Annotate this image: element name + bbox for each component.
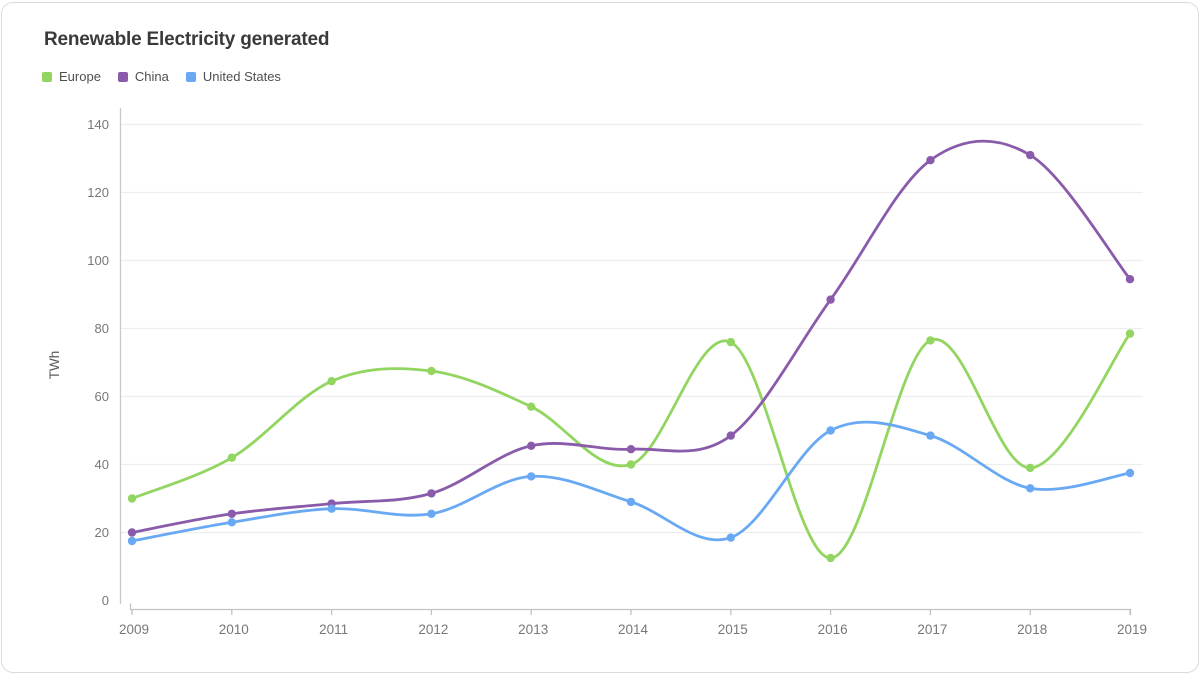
data-point-china-2009[interactable] bbox=[127, 528, 137, 537]
legend-swatch-icon bbox=[185, 71, 196, 82]
x-tick-label-2011: 2011 bbox=[319, 622, 348, 637]
data-point-china-2017[interactable] bbox=[926, 156, 935, 165]
data-point-united-states-2013[interactable] bbox=[527, 472, 536, 481]
x-tick-label-2019: 2019 bbox=[1117, 622, 1147, 637]
data-point-united-states-2016[interactable] bbox=[826, 426, 835, 435]
series-line-china bbox=[130, 139, 1132, 534]
legend-item-united-states[interactable]: United States bbox=[185, 69, 281, 84]
y-axis-title: TWh bbox=[47, 351, 62, 380]
x-tick-label-2015: 2015 bbox=[718, 622, 748, 637]
x-tick-label-2016: 2016 bbox=[818, 622, 848, 637]
chart-legend: Europe China United States bbox=[42, 69, 281, 84]
legend-swatch-icon bbox=[42, 71, 52, 82]
series-line-united-states bbox=[130, 420, 1132, 543]
legend-item-china[interactable]: China bbox=[117, 69, 169, 84]
y-tick-label-140: 140 bbox=[87, 117, 109, 132]
data-point-united-states-2009[interactable] bbox=[127, 536, 137, 546]
data-point-europe-2017[interactable] bbox=[926, 336, 935, 345]
data-point-europe-2009[interactable] bbox=[127, 494, 137, 503]
x-tick-label-2017: 2017 bbox=[917, 622, 947, 637]
data-point-united-states-2012[interactable] bbox=[427, 509, 436, 518]
data-point-united-states-2010[interactable] bbox=[227, 518, 236, 527]
y-tick-label-120: 120 bbox=[87, 185, 109, 200]
x-tick-label-2009: 2009 bbox=[119, 622, 149, 637]
data-point-united-states-2015[interactable] bbox=[726, 533, 735, 542]
data-point-china-2016[interactable] bbox=[826, 295, 835, 304]
data-point-china-2012[interactable] bbox=[427, 489, 436, 498]
legend-item-label: Europe bbox=[59, 69, 101, 84]
y-tick-label-60: 60 bbox=[95, 389, 109, 404]
legend-item-label: China bbox=[134, 69, 169, 84]
y-tick-label-40: 40 bbox=[95, 457, 109, 472]
data-point-china-2015[interactable] bbox=[726, 431, 735, 440]
chart-plot-area[interactable]: 0 20 40 60 80 100 120 140 TWh 2009 2010 2011 2012 201… bbox=[2, 3, 1199, 673]
x-tick-label-2012: 2012 bbox=[418, 622, 448, 637]
legend-item-europe[interactable]: Europe bbox=[42, 69, 101, 84]
x-tick-label-2018: 2018 bbox=[1017, 622, 1047, 637]
legend-item-label: United States bbox=[202, 69, 281, 84]
chart-title: Renewable Electricity generated bbox=[44, 29, 330, 50]
data-point-united-states-2017[interactable] bbox=[926, 431, 935, 440]
line-chart-canvas[interactable]: 0 20 40 60 80 100 120 140 TWh 2009 2010 2011 2012 201… bbox=[2, 3, 1199, 673]
data-point-united-states-2019[interactable] bbox=[1125, 468, 1135, 478]
data-point-europe-2015[interactable] bbox=[726, 337, 735, 347]
legend-swatch-icon bbox=[117, 71, 128, 82]
data-point-europe-2018[interactable] bbox=[1026, 463, 1035, 473]
data-point-united-states-2018[interactable] bbox=[1026, 484, 1035, 493]
y-tick-label-80: 80 bbox=[95, 321, 109, 336]
x-tick-label-2014: 2014 bbox=[618, 622, 649, 637]
x-tick-label-2010: 2010 bbox=[219, 622, 249, 637]
data-point-united-states-2011[interactable] bbox=[327, 504, 336, 513]
x-axis-line bbox=[129, 603, 1132, 615]
data-point-europe-2014[interactable] bbox=[626, 460, 636, 469]
data-point-china-2019[interactable] bbox=[1125, 275, 1135, 284]
data-point-europe-2011[interactable] bbox=[327, 377, 336, 386]
data-point-europe-2019[interactable] bbox=[1125, 329, 1135, 338]
y-tick-label-20: 20 bbox=[95, 525, 109, 540]
data-point-china-2018[interactable] bbox=[1026, 150, 1035, 160]
data-point-europe-2016[interactable] bbox=[826, 553, 835, 563]
data-point-china-2014[interactable] bbox=[626, 445, 636, 454]
data-point-china-2010[interactable] bbox=[227, 509, 236, 518]
data-point-europe-2013[interactable] bbox=[527, 402, 536, 411]
y-tick-label-0: 0 bbox=[102, 593, 109, 608]
y-tick-label-100: 100 bbox=[87, 253, 109, 268]
data-point-china-2013[interactable] bbox=[527, 441, 536, 450]
x-tick-label-2013: 2013 bbox=[518, 622, 548, 637]
data-point-europe-2010[interactable] bbox=[227, 453, 236, 462]
data-point-united-states-2014[interactable] bbox=[626, 497, 636, 507]
data-point-europe-2012[interactable] bbox=[427, 366, 436, 376]
